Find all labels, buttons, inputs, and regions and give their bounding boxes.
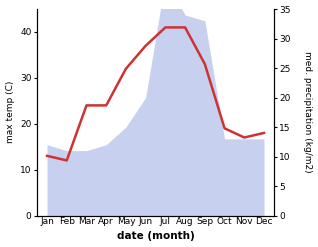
Y-axis label: med. precipitation (kg/m2): med. precipitation (kg/m2) <box>303 51 313 173</box>
X-axis label: date (month): date (month) <box>117 231 194 242</box>
Y-axis label: max temp (C): max temp (C) <box>5 81 15 144</box>
